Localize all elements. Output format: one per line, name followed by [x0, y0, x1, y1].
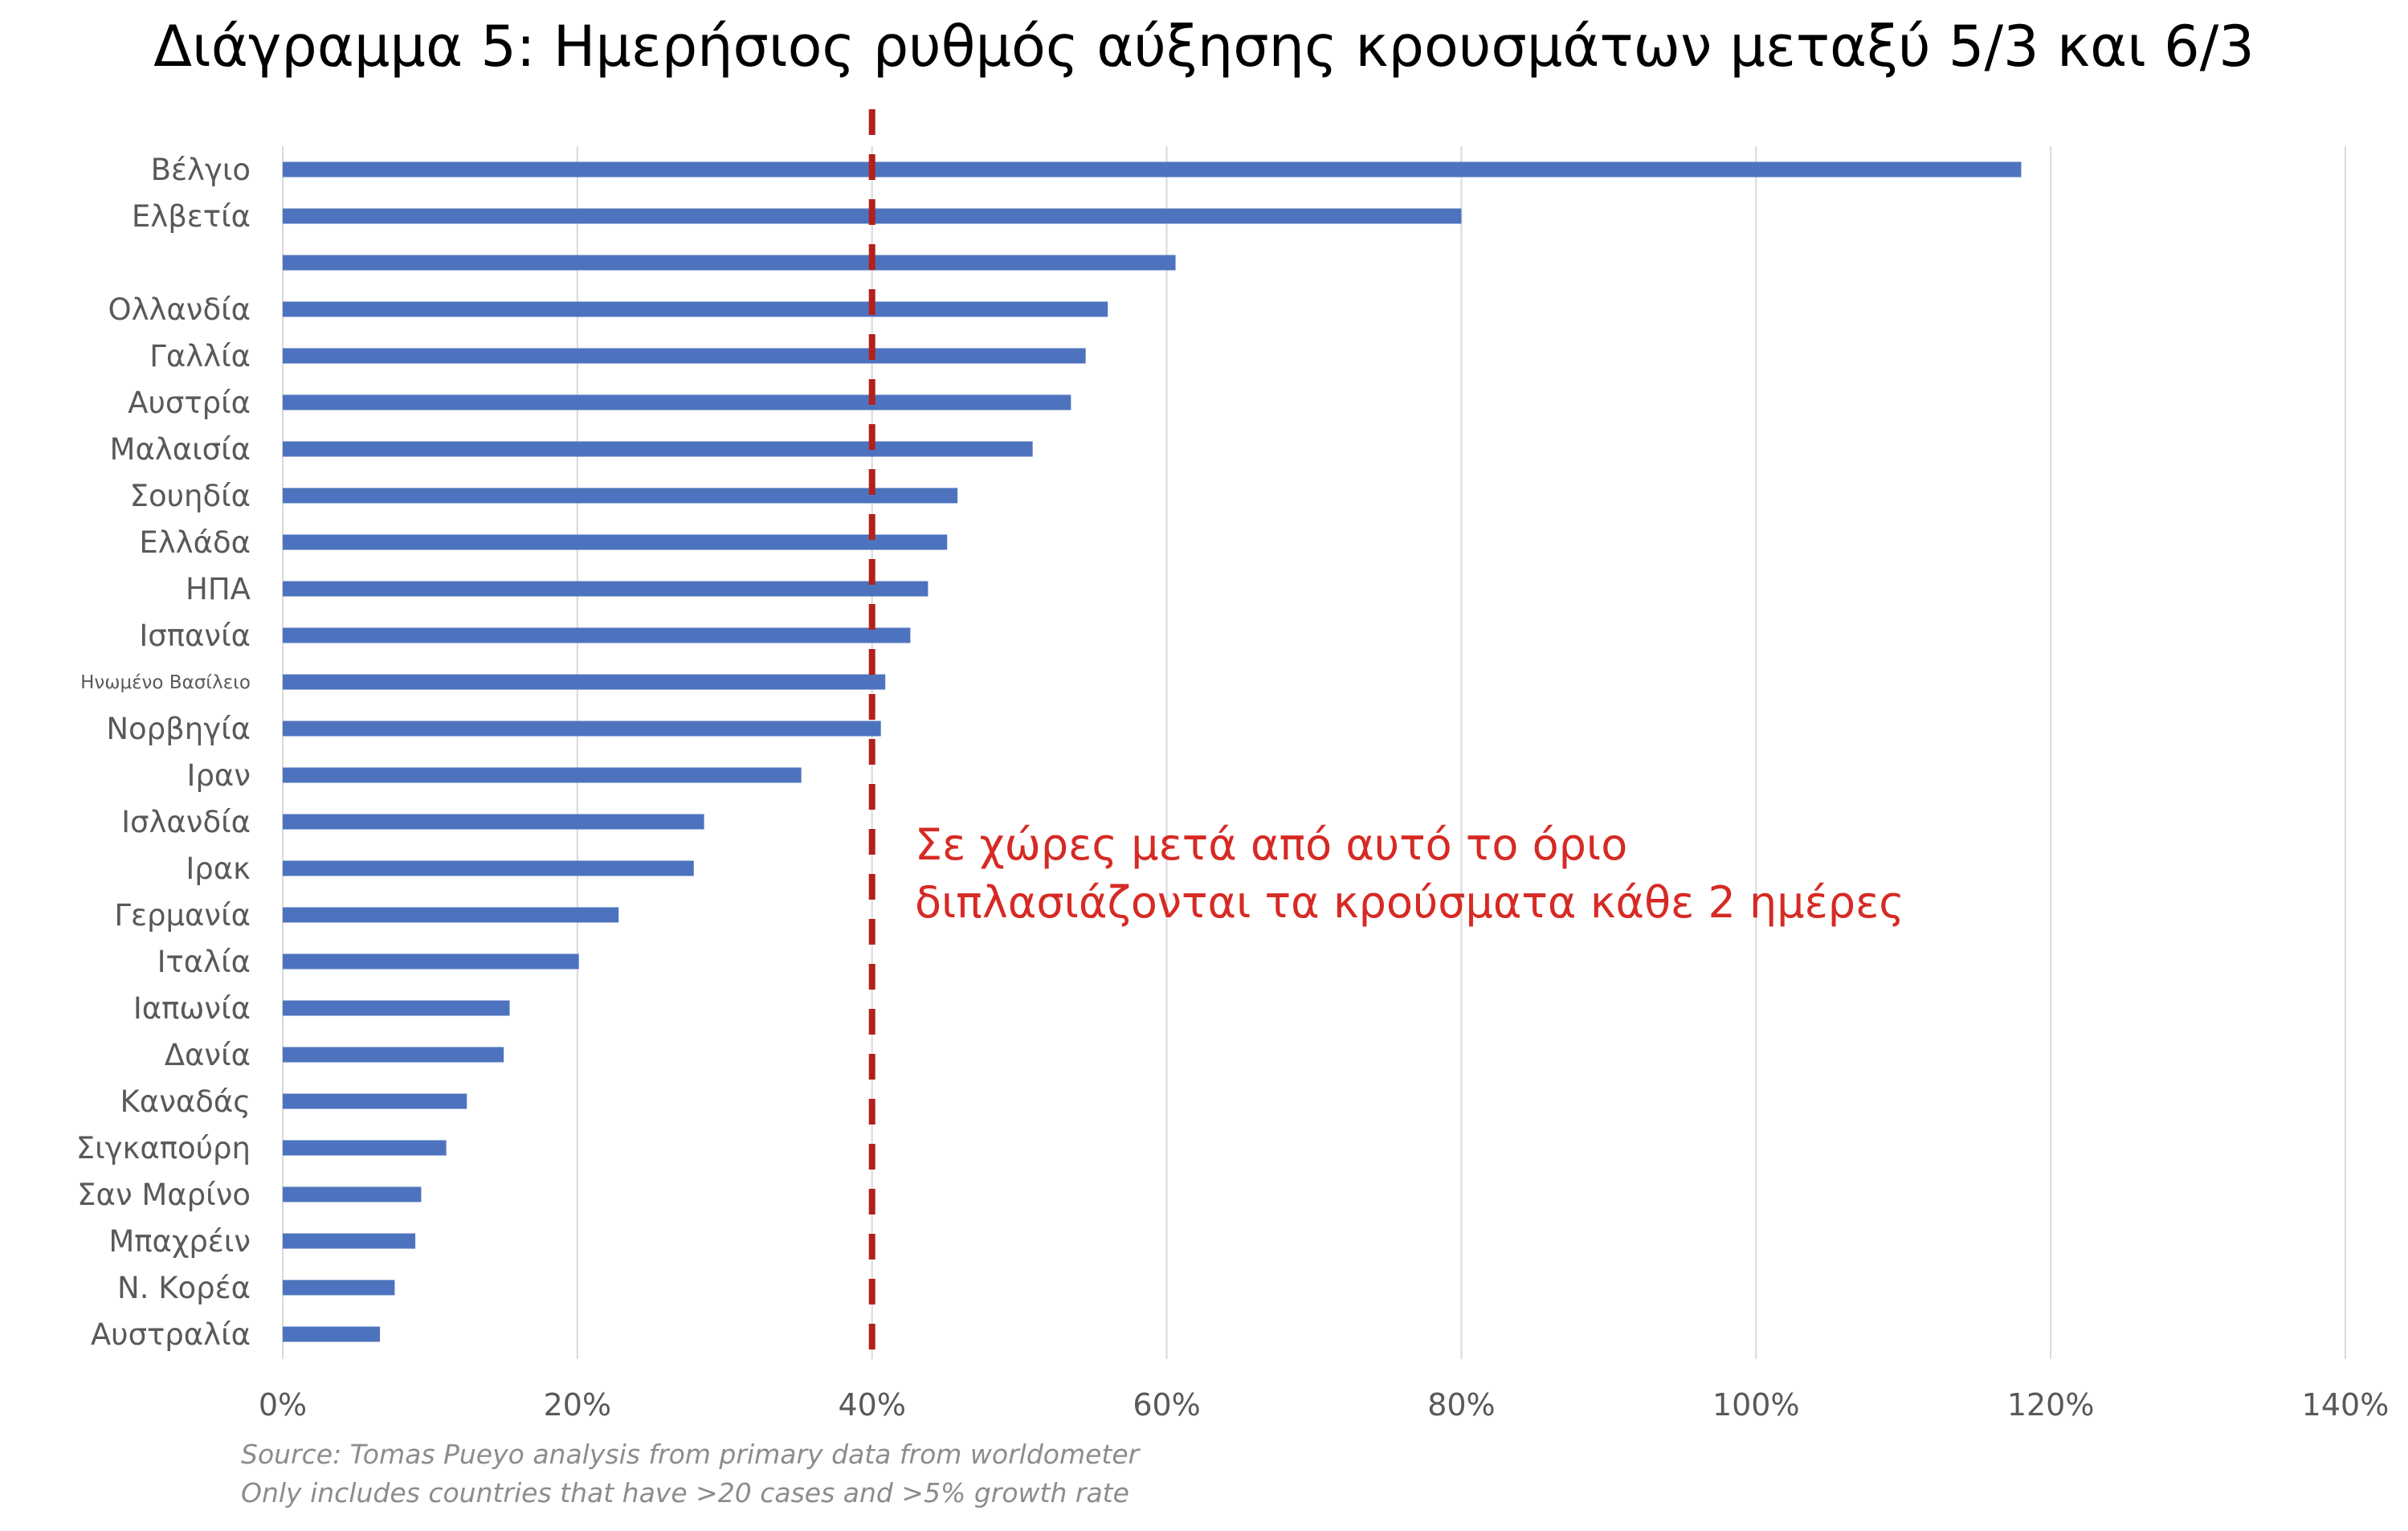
bar [283, 860, 694, 876]
category-label: Μαλαισία [110, 432, 251, 467]
inclusion-note: Only includes countries that have >20 ca… [241, 1477, 1129, 1509]
category-label: Ολλανδία [108, 292, 251, 327]
bar [283, 814, 704, 830]
bar [283, 1140, 447, 1156]
bar [283, 1093, 467, 1109]
category-label: Μπαχρέιν [108, 1224, 251, 1259]
category-label: Δανία [165, 1038, 251, 1072]
category-label: Αυστραλία [91, 1317, 251, 1352]
chart-title: Διάγραμμα 5: Ημερήσιος ρυθμός αύξησης κρ… [153, 14, 2255, 80]
x-tick-label: 20% [544, 1387, 611, 1423]
bar [283, 301, 1108, 317]
x-tick-labels: 0% 20% 40% 60% 80% 100% 120% 140% [259, 1387, 2389, 1423]
x-tick-label: 0% [259, 1387, 307, 1423]
bar [283, 767, 802, 783]
category-label: Σαν Μαρίνο [77, 1178, 251, 1212]
category-label: Γαλλία [149, 339, 251, 374]
annotation-line-2: διπλασιάζονται τα κρούσματα κάθε 2 ημέρε… [915, 877, 1904, 928]
source-note: Source: Tomas Pueyo analysis from primar… [241, 1439, 1141, 1470]
bar [283, 534, 948, 550]
category-label: Ιραν [187, 758, 251, 793]
category-label: Ιρακ [186, 851, 251, 886]
bar [283, 1047, 504, 1063]
category-label: Ν. Κορέα [117, 1271, 251, 1305]
bar [283, 907, 619, 923]
category-label: Ελλάδα [139, 525, 251, 560]
category-labels: Βέλγιο Ελβετία Ολλανδία Γαλλία Αυστρία Μαλαισ… [76, 153, 251, 1352]
x-tick-label: 120% [2007, 1387, 2095, 1423]
bar [283, 161, 2022, 178]
category-label: Βέλγιο [151, 153, 251, 187]
bar [283, 953, 579, 970]
x-tick-label: 40% [838, 1387, 905, 1423]
bar [283, 1186, 422, 1202]
category-label: Νορβηγία [106, 712, 251, 746]
x-tick-label: 60% [1133, 1387, 1200, 1423]
bar [283, 348, 1086, 364]
category-label: Αυστρία [128, 386, 251, 420]
bar [283, 1280, 395, 1296]
bars [283, 161, 2022, 1342]
bar [283, 627, 911, 643]
category-label: Ισπανία [139, 619, 251, 653]
bar [283, 394, 1071, 410]
category-label: Σουηδία [130, 479, 251, 513]
x-tick-label: 140% [2302, 1387, 2390, 1423]
bar [283, 674, 886, 690]
bar [283, 255, 1176, 271]
category-label: Καναδάς [120, 1084, 251, 1119]
category-label: Ιταλία [157, 945, 251, 979]
x-tick-label: 80% [1427, 1387, 1495, 1423]
category-label: Ηνωμένο Βασίλειο [80, 672, 251, 693]
bar [283, 1000, 510, 1016]
bar [283, 488, 958, 504]
gridlines [282, 146, 2346, 1359]
category-label: Σιγκαπούρη [76, 1131, 251, 1166]
bar [283, 1233, 416, 1249]
x-tick-label: 100% [1712, 1387, 1800, 1423]
bar [283, 721, 881, 737]
category-label: Ελβετία [132, 199, 251, 234]
bar [283, 441, 1033, 457]
bar [283, 581, 929, 597]
category-label: ΗΠΑ [186, 572, 251, 606]
category-label: Ιαπωνία [133, 991, 251, 1026]
annotation-line-1: Σε χώρες μετά από αυτό το όριο [915, 819, 1627, 870]
bar [283, 1326, 381, 1342]
category-label: Γερμανία [114, 898, 251, 933]
category-label: Ισλανδία [121, 805, 251, 839]
